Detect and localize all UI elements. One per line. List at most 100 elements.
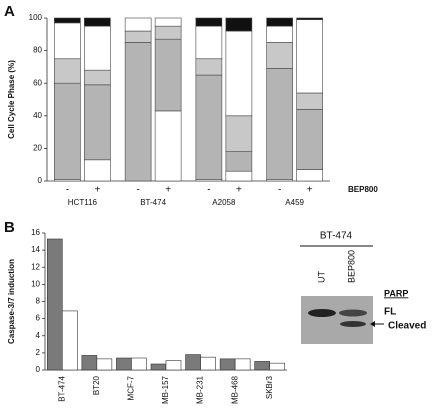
bar-segment: [84, 25, 111, 71]
y-axis-label: Cell Cycle Phase (%): [7, 60, 16, 139]
panel-label: A: [4, 3, 15, 20]
x-tick-label: -: [207, 185, 210, 196]
lane-label: UT: [316, 271, 326, 283]
x-tick-label: +: [94, 185, 100, 196]
y-tick-label: 2: [36, 348, 41, 357]
bar-segment: [84, 69, 111, 86]
group-label: A2058: [212, 198, 236, 207]
y-tick-label: 8: [36, 297, 41, 306]
y-tick-label: 40: [33, 111, 42, 120]
y-tick-label: 12: [31, 262, 40, 271]
bar-segment: [266, 17, 293, 27]
bar-segment: [84, 159, 111, 182]
bar: [185, 354, 201, 371]
lane-label: BEP800: [346, 250, 356, 283]
bar: [219, 358, 236, 371]
y-tick-label: 100: [29, 13, 43, 22]
bar-segment: [195, 74, 223, 180]
x-tick-label: SKBr3: [265, 375, 274, 399]
x-tick-label: -: [66, 185, 69, 196]
bar-segment: [154, 25, 182, 40]
bar-segment: [266, 68, 293, 180]
bar: [269, 362, 286, 371]
blot-band: [340, 321, 366, 327]
x-tick-label: MB-231: [196, 375, 205, 404]
x-tick-label: -: [136, 185, 139, 196]
y-tick-label: 14: [31, 245, 40, 254]
bar-segment: [296, 17, 323, 20]
bar-segment: [266, 25, 293, 43]
group-label: A459: [285, 198, 304, 207]
y-tick-label: 6: [36, 314, 41, 323]
bar-segment: [154, 110, 182, 182]
y-tick-label: 0: [36, 365, 41, 374]
bar-segment: [195, 58, 223, 76]
x-tick-label: MB-157: [161, 375, 170, 404]
y-axis-label: Caspase-3/7 induction: [7, 259, 16, 344]
bar-segment: [124, 30, 152, 43]
bar-segment: [195, 17, 223, 27]
bar: [81, 355, 98, 371]
x-tick-label: BT20: [92, 375, 101, 395]
bar-segment: [54, 22, 81, 60]
bar-segment: [124, 42, 152, 182]
blot-band: [339, 309, 367, 317]
bar: [61, 310, 78, 371]
bar-segment: [124, 17, 152, 32]
x-tick-label: BT-474: [57, 375, 66, 401]
bar: [165, 360, 182, 371]
blot-title: BT-474: [320, 231, 353, 242]
bar-segment: [266, 42, 293, 69]
bar-segment: [225, 151, 253, 172]
bar-segment: [154, 38, 182, 112]
bar-segment: [84, 84, 111, 161]
bar: [234, 358, 251, 371]
bar-segment: [296, 108, 323, 170]
bar-segment: [54, 82, 81, 180]
panel-label: B: [4, 219, 15, 236]
arrow-head: [370, 321, 375, 327]
bar-segment: [225, 30, 253, 117]
bar: [46, 238, 63, 371]
y-tick-label: 60: [33, 78, 42, 87]
y-tick-label: 20: [33, 144, 42, 153]
x-axis-label: BEP800: [348, 185, 378, 194]
y-tick-label: 80: [33, 46, 42, 55]
band-label: Cleaved: [388, 321, 426, 332]
bar-segment: [225, 170, 253, 182]
bar: [131, 357, 147, 371]
y-tick-label: 16: [31, 228, 40, 237]
bar-segment: [54, 17, 81, 24]
group-label: HCT116: [68, 198, 98, 207]
x-tick-label: MCF-7: [127, 375, 136, 400]
y-tick-label: 0: [38, 176, 43, 185]
x-tick-label: +: [307, 185, 313, 196]
bar: [150, 363, 167, 371]
group-label: BT-474: [140, 198, 166, 207]
x-tick-label: -: [278, 185, 281, 196]
x-tick-label: +: [165, 185, 171, 196]
x-tick-label: +: [236, 185, 242, 196]
western-blot: BT-474 UT BEP800 PARP FL Cleaved: [300, 231, 426, 344]
bar: [254, 361, 271, 371]
band-label: FL: [384, 307, 396, 318]
protein-label: PARP: [384, 288, 408, 298]
bar-segment: [84, 17, 111, 27]
bar-segment: [154, 17, 182, 27]
bar-segment: [296, 92, 323, 110]
bar: [200, 356, 216, 371]
y-tick-label: 10: [31, 279, 40, 288]
bar-segment: [54, 58, 81, 84]
blot-band: [308, 309, 336, 317]
x-tick-label: MB-468: [230, 375, 239, 404]
bar-segment: [225, 115, 253, 152]
bar: [96, 358, 113, 371]
bar-segment: [296, 19, 323, 94]
bar-segment: [225, 17, 253, 32]
bar-segment: [195, 25, 223, 60]
blot-membrane: [301, 296, 373, 344]
bar-segment: [296, 169, 323, 182]
y-tick-label: 4: [36, 331, 41, 340]
bar: [116, 357, 132, 371]
